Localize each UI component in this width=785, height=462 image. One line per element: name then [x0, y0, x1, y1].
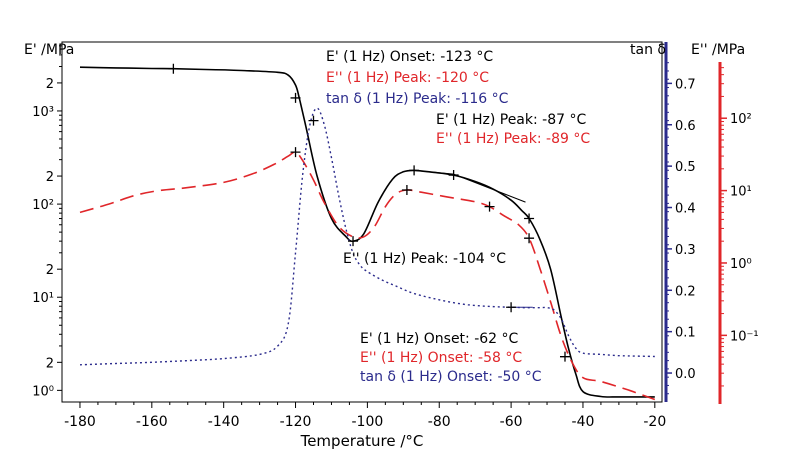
loss-modulus-marker: [484, 201, 495, 212]
tan-delta-curve: [79, 107, 655, 366]
epp-tick-label: 10⁰: [730, 257, 752, 272]
annotation-text: E'' (1 Hz) Peak: -104 °C: [343, 251, 506, 267]
left-tick-label: 2: [46, 77, 54, 92]
storage-modulus-marker: [348, 236, 359, 247]
epp-axis-title: E'' /MPa: [691, 42, 745, 58]
epp-tick-label: 10⁻¹: [730, 329, 759, 344]
storage-modulus-marker: [168, 63, 179, 74]
plot-axes: -180 -160 -140 -120 -100 -80 -60 -40 -20 Temperat…: [24, 42, 759, 450]
plot-curves: [79, 66, 656, 401]
epp-tick-label: 10²: [730, 112, 752, 127]
tand-axis-title: tan δ: [630, 42, 666, 58]
x-tick-label: -140: [208, 414, 240, 430]
left-axis-title: E' /MPa: [24, 42, 74, 58]
tand-tick-label: 0.1: [675, 326, 696, 341]
tand-tick-label: 0.5: [675, 160, 696, 175]
loss-modulus-marker: [401, 184, 412, 195]
annotation-text: E'' (1 Hz) Peak: -89 °C: [436, 131, 590, 147]
annotation-text: tan δ (1 Hz) Onset: -50 °C: [360, 369, 542, 385]
tand-tick-label: 0.6: [675, 119, 696, 134]
annotation-text: E' (1 Hz) Onset: -123 °C: [326, 49, 493, 65]
left-tick-label: 2: [46, 356, 54, 371]
annotation-text: E'' (1 Hz) Peak: -120 °C: [326, 70, 489, 86]
loss-modulus-curve: [79, 151, 656, 401]
tan-delta-marker: [506, 302, 517, 313]
storage-modulus-marker: [290, 92, 301, 103]
x-tick-label: -80: [428, 414, 451, 430]
left-tick-label: 2: [46, 263, 54, 278]
x-tick-label: -100: [351, 414, 383, 430]
plot-annotations: E' (1 Hz) Onset: -123 °C E'' (1 Hz) Peak:…: [326, 49, 590, 385]
tangent-line: [414, 169, 526, 203]
annotation-text: E' (1 Hz) Onset: -62 °C: [360, 331, 519, 347]
annotation-text: E' (1 Hz) Peak: -87 °C: [436, 112, 586, 128]
x-tick-label: -60: [500, 414, 523, 430]
storage-modulus-marker: [559, 351, 570, 362]
left-tick-label: 2: [46, 170, 54, 185]
tand-tick-label: 0.7: [675, 77, 696, 92]
annotation-text: E'' (1 Hz) Onset: -58 °C: [360, 350, 522, 366]
tand-tick-label: 0.4: [675, 202, 696, 217]
x-tick-label: -120: [280, 414, 312, 430]
storage-modulus-marker: [409, 165, 420, 176]
tand-tick-label: 0.0: [675, 367, 696, 382]
epp-tick-label: 10¹: [730, 185, 752, 200]
storage-modulus-marker: [524, 213, 535, 224]
annotation-text: tan δ (1 Hz) Peak: -116 °C: [326, 91, 509, 107]
loss-modulus-marker: [290, 147, 301, 158]
tan-delta-marker: [308, 115, 319, 126]
x-axis-title: Temperature /°C: [300, 432, 424, 450]
loss-modulus-marker: [524, 233, 535, 244]
left-tick-label: 10³: [32, 105, 54, 120]
left-tick-label: 10⁰: [32, 384, 54, 399]
storage-modulus-marker: [448, 170, 459, 181]
x-tick-label: -180: [64, 414, 96, 430]
tand-tick-label: 0.2: [675, 284, 696, 299]
tand-tick-label: 0.3: [675, 243, 696, 258]
x-tick-label: -40: [572, 414, 595, 430]
left-tick-label: 10¹: [32, 291, 54, 306]
x-tick-label: -160: [136, 414, 168, 430]
left-tick-label: 10²: [32, 198, 54, 213]
plot-area-border: [61, 41, 663, 403]
x-tick-label: -20: [643, 414, 666, 430]
plot-frame: [61, 41, 663, 403]
plot-markers: [168, 63, 570, 362]
